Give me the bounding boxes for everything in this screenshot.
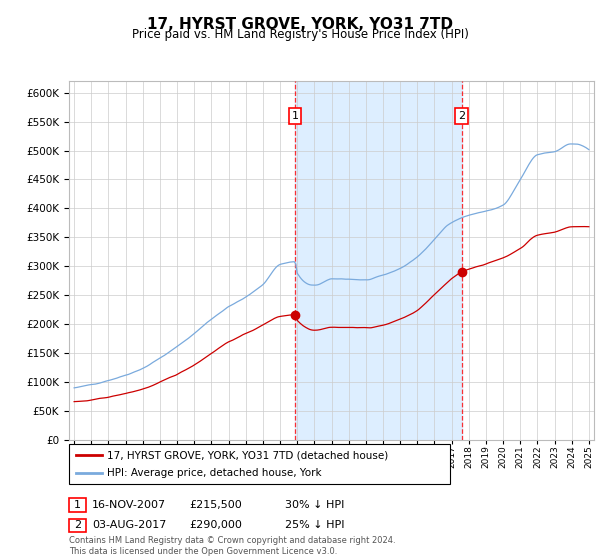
Text: 16-NOV-2007: 16-NOV-2007 xyxy=(92,500,166,510)
Text: £215,500: £215,500 xyxy=(189,500,242,510)
Text: 1: 1 xyxy=(292,111,299,121)
Text: Price paid vs. HM Land Registry's House Price Index (HPI): Price paid vs. HM Land Registry's House … xyxy=(131,28,469,41)
Text: 2: 2 xyxy=(458,111,465,121)
Text: 03-AUG-2017: 03-AUG-2017 xyxy=(92,520,166,530)
Text: £290,000: £290,000 xyxy=(189,520,242,530)
Text: 30% ↓ HPI: 30% ↓ HPI xyxy=(285,500,344,510)
Text: Contains HM Land Registry data © Crown copyright and database right 2024.
This d: Contains HM Land Registry data © Crown c… xyxy=(69,536,395,556)
Text: 25% ↓ HPI: 25% ↓ HPI xyxy=(285,520,344,530)
Text: 1: 1 xyxy=(74,500,81,510)
Text: 17, HYRST GROVE, YORK, YO31 7TD (detached house): 17, HYRST GROVE, YORK, YO31 7TD (detache… xyxy=(107,450,388,460)
Text: 2: 2 xyxy=(74,520,81,530)
Bar xyxy=(295,81,461,440)
Text: 17, HYRST GROVE, YORK, YO31 7TD: 17, HYRST GROVE, YORK, YO31 7TD xyxy=(147,17,453,32)
Text: HPI: Average price, detached house, York: HPI: Average price, detached house, York xyxy=(107,468,322,478)
